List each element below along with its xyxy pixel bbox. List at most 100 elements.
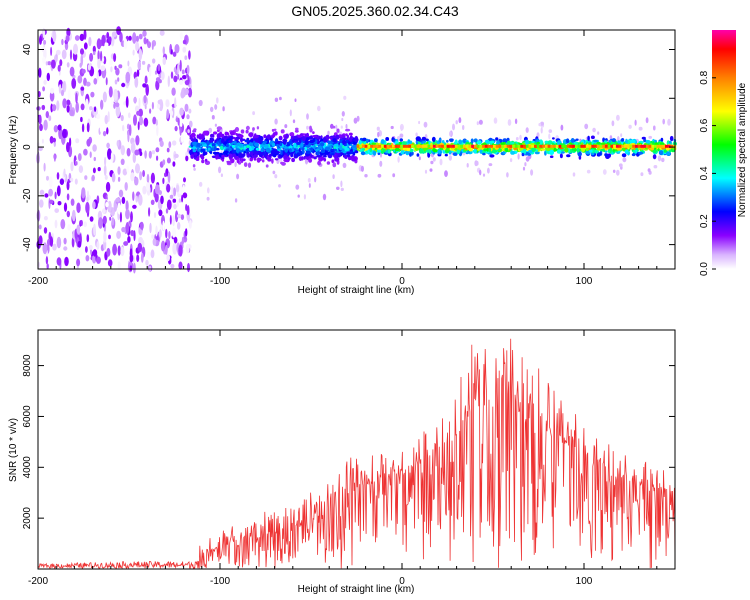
colorbar-tick-label: 0.8 [699,70,710,84]
spectrogram-cell [63,168,66,178]
spectrogram-cell [65,34,70,43]
spectrogram-cell [559,153,563,159]
spectrogram-cell [142,170,146,177]
spectrogram-cell [39,123,43,132]
spectrogram-cell [282,139,287,145]
spectrogram-cell [560,124,564,131]
spectrogram-cell [184,80,190,86]
spectrogram-cell [280,129,285,134]
spectrogram-cell [308,158,313,163]
spectrogram-cell [181,236,185,245]
spectrogram-cell [616,169,620,176]
spectrogram-cell [332,174,335,180]
spectrogram-cell [274,158,279,161]
spectrogram-cell [345,124,348,129]
spectrogram-cell [124,182,128,191]
spectrogram-cell [136,254,140,262]
spectrogram-cell [358,140,362,145]
spectrogram-cell [415,136,421,142]
spectrogram-cell [385,137,390,141]
spectrogram-cell [572,172,576,177]
spectrogram-cell [482,152,486,156]
spectrogram-cell [44,193,49,198]
spectrogram-cell [189,120,193,128]
spectrogram-cell [343,143,347,147]
spectrogram-cell [509,158,513,163]
spectrogram-cell [236,158,240,164]
spectrogram-cell [558,144,562,148]
spectrogram-cell [57,64,61,72]
spectrogram-cell [610,144,614,148]
spectrogram-cell [331,153,335,156]
spectrogram-cell [439,158,443,166]
spectrogram-cell [428,148,433,154]
spectrogram-cell [45,61,48,66]
spectrogram-cell [136,69,140,77]
spectrogram-cell [49,199,54,204]
spectrogram-cell [587,135,590,141]
colorbar-gradient [712,30,736,269]
spectrogram-cell [119,32,123,43]
spectrogram-cell [547,144,551,148]
spectrogram-cell [89,216,94,222]
spectrogram-cell [162,177,165,184]
spectrogram-cell [38,224,42,230]
spectrogram-cell [334,153,337,159]
spectrogram-cell [127,130,130,143]
spectrogram-cell [41,138,44,144]
spectrogram-cell [165,100,170,108]
spectrogram-cell [210,106,214,113]
spectrogram-cell [121,196,126,204]
spectrogram-cell [389,144,393,148]
spectrogram-cell [79,33,85,42]
spectrogram-cell [125,208,130,220]
spectrogram-cell [256,158,262,162]
spectrogram-cell [184,103,189,112]
spectrogram-cell [602,144,606,148]
spectrogram-cell [487,144,491,148]
spectrogram-cell [588,149,593,153]
spectrogram-cell [111,31,117,38]
spectrogram-cell [364,174,368,178]
spectrogram-cell [110,151,114,163]
spectrogram-cell [190,132,196,138]
spectrogram-cell [427,152,431,158]
spectrogram-cell [91,174,95,182]
spectrogram-cell [74,35,80,41]
spectrogram-cell [566,144,570,148]
spectrogram-cell [216,126,223,131]
spectrogram-cell [651,144,655,148]
spectrogram-cell [199,181,203,187]
snr-x-tick-label: -200 [28,576,48,587]
spectrogram-cell [167,75,170,88]
spectrogram-cell [100,99,104,110]
spectrogram-cell [517,153,520,160]
spectrogram-cell [138,48,143,61]
spectrogram-cell [177,222,181,230]
spectrogram-cell [454,144,458,148]
spectrogram-cell [645,139,650,144]
spectrogram-cell [478,119,483,125]
spectrogram-cell [137,242,143,252]
spectrogram-cell [179,121,183,128]
spectrogram-cell [584,123,589,130]
spectrogram-cell [220,173,223,177]
spectrogram-cell [626,144,630,148]
spectrogram-cell [58,84,62,94]
spectrogram-cell [371,142,377,145]
spectrogram-cell [351,145,356,148]
spectrogram-cell [170,71,174,79]
spectrogram-cell [419,144,423,148]
spectrogram-cell [130,211,133,223]
spectrogram-cell [312,135,317,138]
spectrogram-cell [564,147,569,153]
spectrogram-cell [92,51,96,56]
spectrogram-cell [332,138,337,143]
spectrogram-cell [658,150,664,156]
spectrogram-cell [190,154,195,159]
colorbar-tick-label: 0.6 [699,118,710,132]
spectrogram-cell [52,243,57,251]
spectrogram-cell [38,146,43,152]
spectrogram-cell [617,140,621,144]
spectrogram-cell [356,144,360,148]
